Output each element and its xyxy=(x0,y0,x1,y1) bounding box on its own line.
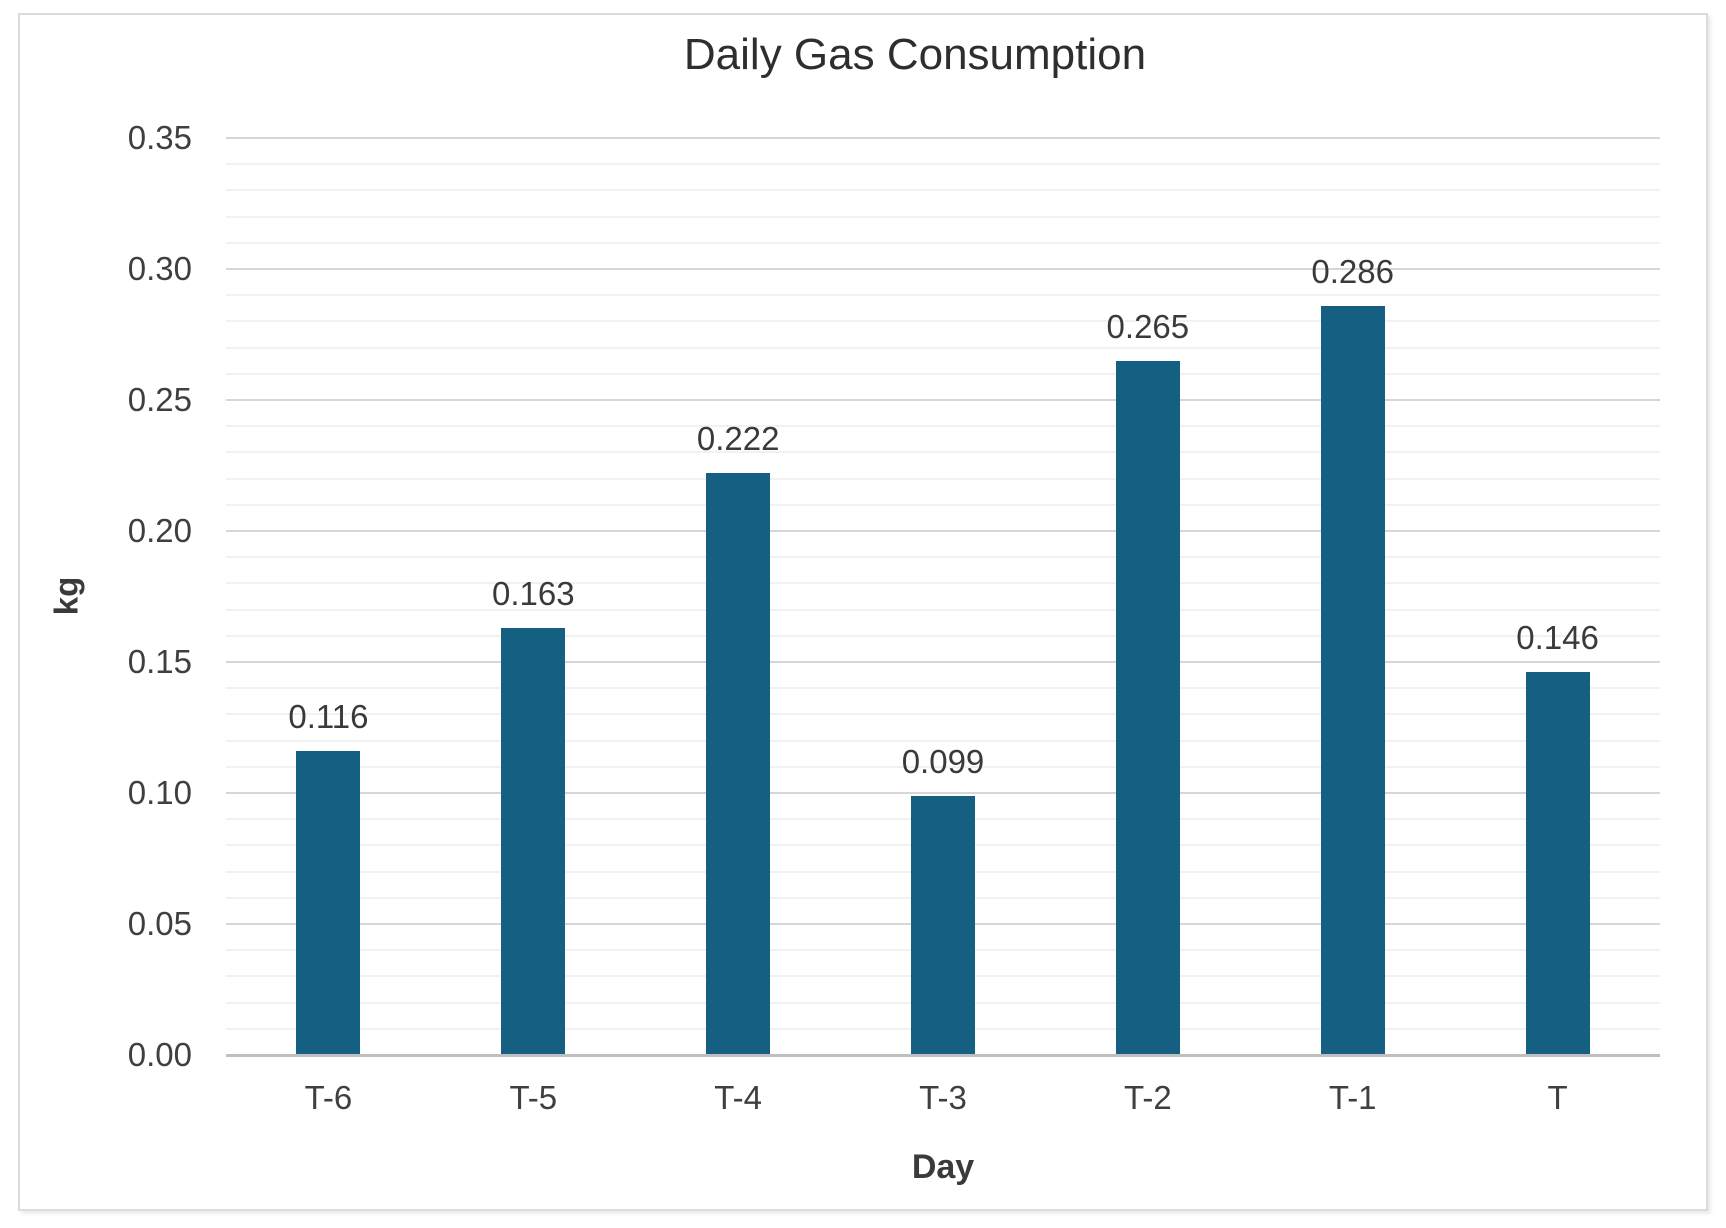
y-tick-label: 0.20 xyxy=(127,512,192,549)
x-category-label: T-4 xyxy=(714,1079,762,1116)
minor-gridline xyxy=(226,320,1660,323)
chart-frame xyxy=(18,13,1708,1211)
x-axis-line xyxy=(226,1054,1660,1057)
y-tick-label: 0.30 xyxy=(127,250,192,287)
minor-gridline xyxy=(226,451,1660,454)
bar-T-4 xyxy=(706,473,771,1057)
y-tick-label: 0.10 xyxy=(127,774,192,811)
minor-gridline xyxy=(226,634,1660,637)
major-gridline xyxy=(226,530,1660,532)
minor-gridline xyxy=(226,425,1660,428)
x-category-label: T xyxy=(1547,1079,1568,1116)
y-axis-title-box: kg xyxy=(28,556,104,636)
y-tick-label: 0.25 xyxy=(127,381,192,418)
minor-gridline xyxy=(226,346,1660,349)
bar-T-1 xyxy=(1320,305,1385,1057)
y-tick-label: 0.05 xyxy=(127,905,192,942)
x-category-label: T-2 xyxy=(1124,1079,1172,1116)
y-tick-label: 0.35 xyxy=(127,119,192,156)
minor-gridline xyxy=(226,608,1660,611)
y-tick-label: 0.15 xyxy=(127,643,192,680)
bar-T-3 xyxy=(911,795,975,1057)
major-gridline xyxy=(226,268,1660,270)
bar-T-5 xyxy=(501,627,566,1057)
minor-gridline xyxy=(226,477,1660,480)
minor-gridline xyxy=(226,556,1660,559)
value-label: 0.222 xyxy=(696,420,780,458)
minor-gridline xyxy=(226,163,1660,166)
minor-gridline xyxy=(226,189,1660,192)
bar-T-2 xyxy=(1115,360,1180,1057)
value-label: 0.163 xyxy=(491,574,575,612)
bar-T-6 xyxy=(296,751,361,1057)
minor-gridline xyxy=(226,713,1660,716)
x-axis-title: Day xyxy=(911,1148,975,1186)
x-category-label: T-6 xyxy=(304,1079,353,1116)
major-gridline xyxy=(226,792,1660,794)
minor-gridline xyxy=(226,294,1660,297)
y-tick-label: 0.00 xyxy=(127,1036,192,1073)
x-category-label: T-5 xyxy=(509,1079,558,1116)
minor-gridline xyxy=(226,503,1660,506)
value-label: 0.265 xyxy=(1106,307,1190,345)
minor-gridline xyxy=(226,739,1660,742)
y-axis-title: kg xyxy=(46,576,84,616)
value-label: 0.116 xyxy=(288,698,369,736)
major-gridline xyxy=(226,399,1660,401)
minor-gridline xyxy=(226,687,1660,690)
value-label: 0.146 xyxy=(1516,619,1599,657)
major-gridline xyxy=(226,661,1660,663)
chart-title: Daily Gas Consumption xyxy=(683,30,1147,79)
minor-gridline xyxy=(226,765,1660,768)
value-label: 0.286 xyxy=(1311,252,1394,290)
minor-gridline xyxy=(226,215,1660,218)
major-gridline xyxy=(226,137,1660,139)
minor-gridline xyxy=(226,582,1660,585)
value-label: 0.099 xyxy=(901,742,985,780)
x-category-label: T-3 xyxy=(919,1079,967,1116)
minor-gridline xyxy=(226,241,1660,244)
bar-T xyxy=(1525,672,1590,1057)
minor-gridline xyxy=(226,372,1660,375)
x-category-label: T-1 xyxy=(1328,1079,1377,1116)
